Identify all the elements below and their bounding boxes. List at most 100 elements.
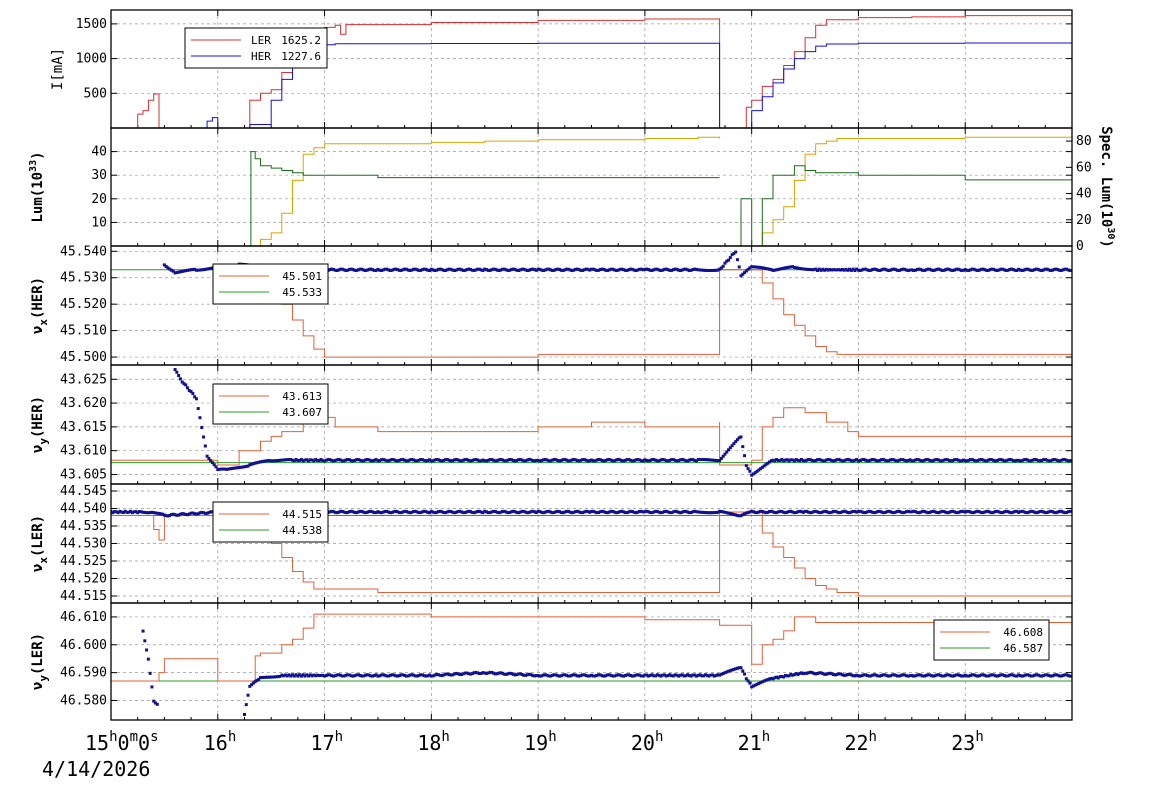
data-point xyxy=(554,510,558,514)
data-point xyxy=(732,442,736,446)
data-point xyxy=(874,459,878,463)
data-point xyxy=(652,268,656,272)
data-point xyxy=(460,510,464,514)
data-point xyxy=(289,674,293,678)
data-point xyxy=(458,267,462,271)
data-point xyxy=(440,674,444,678)
data-point xyxy=(693,267,697,271)
data-point xyxy=(182,512,186,516)
data-point xyxy=(477,509,481,513)
data-point xyxy=(376,510,380,514)
data-point xyxy=(862,511,866,515)
data-point xyxy=(833,268,837,272)
data-point xyxy=(490,268,494,272)
data-point xyxy=(732,667,736,671)
data-point xyxy=(1056,510,1060,514)
data-point xyxy=(867,459,871,463)
data-point xyxy=(782,266,786,270)
data-point xyxy=(1059,509,1063,513)
data-point xyxy=(536,458,540,462)
data-point xyxy=(607,268,611,272)
data-point xyxy=(766,678,770,682)
data-point xyxy=(694,510,698,514)
data-point xyxy=(390,510,394,514)
data-point xyxy=(436,673,440,677)
data-point xyxy=(926,267,930,271)
data-point xyxy=(328,268,332,272)
data-point xyxy=(511,267,515,271)
data-point xyxy=(687,458,691,462)
data-point xyxy=(372,511,376,515)
data-point xyxy=(335,458,339,462)
data-point xyxy=(461,672,465,676)
data-point xyxy=(572,457,576,461)
data-point xyxy=(255,678,259,682)
data-point xyxy=(1047,674,1051,678)
data-point xyxy=(194,397,198,401)
data-point xyxy=(460,673,464,677)
data-point xyxy=(703,673,707,677)
data-point xyxy=(410,268,414,272)
data-point xyxy=(652,510,656,514)
data-point xyxy=(294,673,298,677)
data-point xyxy=(856,268,860,272)
data-point xyxy=(721,264,725,268)
data-point xyxy=(960,674,964,678)
data-point xyxy=(563,510,567,514)
data-point xyxy=(709,673,713,677)
data-point xyxy=(419,268,423,272)
data-point xyxy=(385,674,389,678)
data-point xyxy=(307,674,311,678)
data-point xyxy=(945,673,949,677)
data-point xyxy=(143,510,147,514)
data-point xyxy=(639,267,643,271)
data-point xyxy=(120,510,124,514)
data-point xyxy=(577,268,581,272)
data-point xyxy=(481,511,485,515)
data-point xyxy=(922,458,926,462)
data-point xyxy=(597,458,601,462)
data-point xyxy=(501,509,505,513)
data-point xyxy=(938,510,942,514)
data-point xyxy=(744,677,748,681)
data-point xyxy=(593,510,597,514)
data-point xyxy=(778,509,782,513)
data-point xyxy=(799,510,803,514)
data-point xyxy=(727,448,731,452)
series-meas xyxy=(173,368,1072,477)
data-point xyxy=(954,511,958,515)
data-point xyxy=(894,268,898,272)
data-point xyxy=(492,509,496,513)
data-point xyxy=(680,673,684,677)
data-point xyxy=(931,459,935,463)
data-point xyxy=(397,674,401,678)
data-point xyxy=(819,671,823,675)
data-point xyxy=(869,458,873,462)
data-point xyxy=(851,267,855,271)
data-point xyxy=(565,673,569,677)
y-tick-label: 45.500 xyxy=(60,350,107,365)
data-point xyxy=(1043,673,1047,677)
data-point xyxy=(760,680,764,684)
data-point xyxy=(387,459,391,463)
data-point xyxy=(538,459,542,463)
data-point xyxy=(344,458,348,462)
data-point xyxy=(910,459,914,463)
data-point xyxy=(579,674,583,678)
data-point xyxy=(876,674,880,678)
data-point xyxy=(744,269,748,273)
data-point xyxy=(997,510,1001,514)
data-point xyxy=(995,674,999,678)
data-point xyxy=(928,458,932,462)
data-point xyxy=(789,672,793,676)
data-point xyxy=(114,510,118,514)
data-point xyxy=(963,510,967,514)
data-point xyxy=(451,459,455,463)
data-point xyxy=(791,673,795,677)
data-point xyxy=(901,673,905,677)
data-point xyxy=(584,267,588,271)
x-tick-label: 16h​ xyxy=(204,729,237,755)
data-point xyxy=(164,264,168,268)
data-point xyxy=(1052,267,1056,271)
data-point xyxy=(915,267,919,271)
